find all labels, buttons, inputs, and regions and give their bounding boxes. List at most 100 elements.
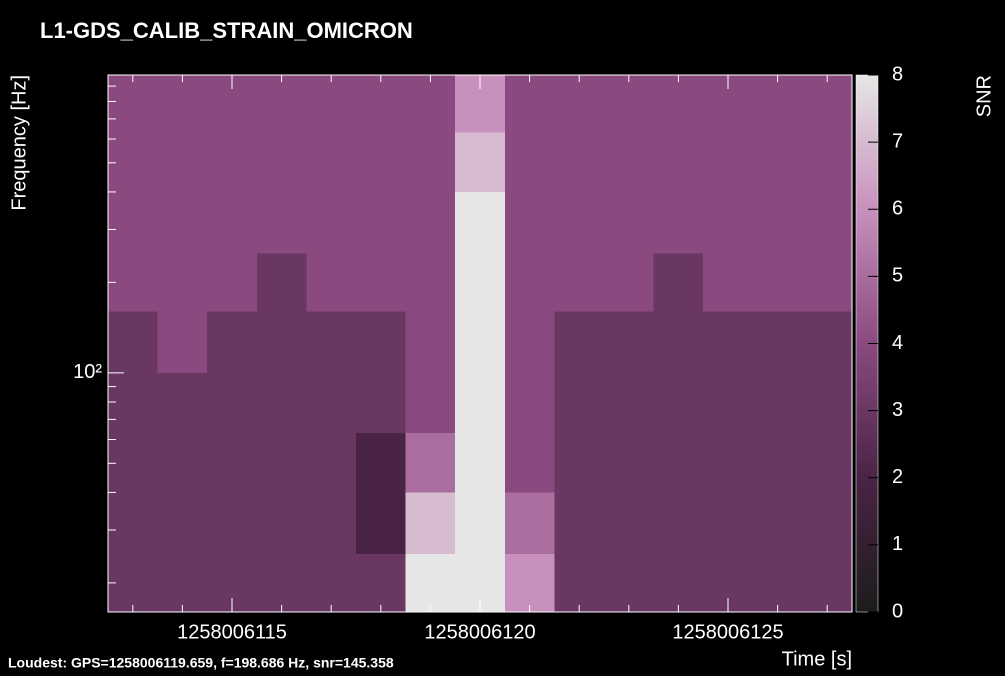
heatmap-cell (157, 191, 208, 254)
heatmap-cell (306, 253, 356, 312)
heatmap-cell (306, 75, 356, 133)
heatmap-cell (752, 191, 803, 254)
heatmap-cell (405, 75, 456, 133)
heatmap-cell (653, 75, 704, 133)
heatmap-cell (653, 311, 704, 373)
heatmap-cell (554, 372, 604, 434)
heatmap-cell (504, 433, 555, 493)
annotation: Loudest: GPS=1258006119.659, f=198.686 H… (8, 655, 394, 671)
heatmap-cell (653, 492, 704, 554)
heatmap-cell (554, 311, 604, 373)
colorbar-tick-label: 0 (892, 600, 903, 622)
heatmap-cell (653, 132, 704, 192)
colorbar-tick-label: 7 (892, 130, 903, 152)
heatmap-cell (554, 553, 604, 612)
heatmap-cell (157, 253, 208, 312)
heatmap-cell (604, 253, 654, 312)
heatmap-cell (653, 191, 704, 254)
heatmap-cell (256, 191, 307, 254)
heatmap-cell (157, 372, 208, 434)
heatmap-cell (356, 191, 406, 254)
heatmap-cell (108, 75, 158, 133)
heatmap-cell (256, 372, 307, 434)
heatmap-cell (455, 492, 505, 554)
colorbar-tick-label: 6 (892, 198, 903, 220)
y-tick-label: 10² (73, 361, 102, 383)
heatmap-cell (504, 492, 555, 554)
heatmap-cell (405, 492, 456, 554)
colorbar-tick-label: 5 (892, 265, 903, 287)
heatmap-cell (306, 433, 356, 493)
heatmap-cell (504, 372, 555, 434)
heatmap-cell (802, 553, 852, 612)
heatmap-cell (108, 191, 158, 254)
heatmap-cell (455, 191, 505, 254)
heatmap-cell (306, 311, 356, 373)
colorbar-tick-label: 2 (892, 466, 903, 488)
heatmap-cell (306, 372, 356, 434)
heatmap-cell (504, 75, 555, 133)
heatmap-cell (455, 311, 505, 373)
x-tick-label: 1258006125 (672, 621, 783, 643)
heatmap-cell (306, 132, 356, 192)
heatmap-cell (356, 132, 406, 192)
heatmap-cell (752, 433, 803, 493)
heatmap-cell (554, 75, 604, 133)
heatmap-cell (802, 75, 852, 133)
heatmap-cell (306, 553, 356, 612)
heatmap-cell (157, 132, 208, 192)
heatmap-cell (157, 311, 208, 373)
heatmap-cell (604, 132, 654, 192)
heatmap-cell (504, 132, 555, 192)
heatmap-cell (405, 553, 456, 612)
heatmap-cell (108, 253, 158, 312)
heatmap-cell (604, 553, 654, 612)
heatmap-cell (752, 492, 803, 554)
heatmap-cell (802, 372, 852, 434)
heatmap-cell (405, 253, 456, 312)
heatmap-cell (207, 372, 257, 434)
heatmap-cell (604, 372, 654, 434)
heatmap-cell (752, 372, 803, 434)
heatmap-cell (256, 253, 307, 312)
heatmap-cell (653, 433, 704, 493)
heatmap-cell (405, 132, 456, 192)
x-tick-label: 1258006120 (424, 621, 535, 643)
heatmap-cell (653, 372, 704, 434)
x-tick-label: 1258006115 (177, 621, 287, 643)
colorbar-tick-label: 4 (892, 332, 903, 354)
heatmap-cell (455, 433, 505, 493)
heatmap-cell (356, 75, 406, 133)
heatmap-cell (256, 75, 307, 133)
heatmap-cell (802, 492, 852, 554)
heatmap-cell (802, 191, 852, 254)
heatmap-cell (554, 191, 604, 254)
heatmap-cell (802, 132, 852, 192)
heatmap-cell (604, 311, 654, 373)
heatmap-cell (703, 372, 753, 434)
heatmap-cell (108, 132, 158, 192)
heatmap-cell (207, 132, 257, 192)
heatmap-cell (356, 253, 406, 312)
heatmap-cell (207, 433, 257, 493)
heatmap-cell (207, 253, 257, 312)
heatmap-cell (802, 433, 852, 493)
heatmap-cell (356, 553, 406, 612)
colorbar-tick-label: 8 (892, 63, 903, 85)
heatmap-cell (207, 191, 257, 254)
heatmap-cell (752, 75, 803, 133)
heatmap-cell (356, 311, 406, 373)
heatmap-cell (207, 492, 257, 554)
heatmap-cell (703, 492, 753, 554)
heatmap-cell (405, 372, 456, 434)
heatmap-cell (455, 372, 505, 434)
y-axis-label: Frequency [Hz] (8, 75, 30, 211)
colorbar-tick-label: 3 (892, 399, 903, 421)
heatmap-cell (554, 132, 604, 192)
heatmap-cell (108, 492, 158, 554)
heatmap-cell (604, 75, 654, 133)
heatmap-cell (405, 433, 456, 493)
heatmap-cell (752, 132, 803, 192)
